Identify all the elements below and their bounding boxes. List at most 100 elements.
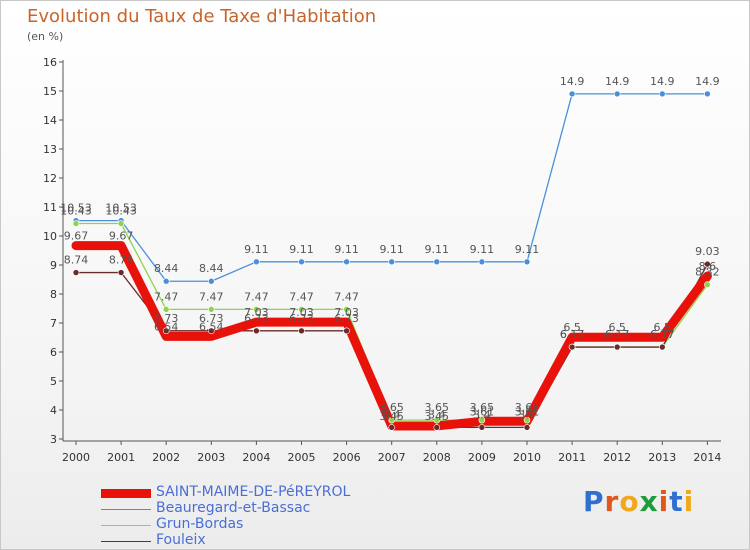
y-tick-label: 8	[50, 288, 57, 301]
y-tick-label: 10	[43, 230, 57, 243]
data-label: 6.17	[650, 328, 675, 341]
data-point	[704, 260, 711, 268]
y-tick-label: 12	[43, 172, 57, 185]
data-point	[117, 269, 125, 276]
data-point	[162, 277, 170, 285]
data-label: 3.45	[425, 410, 450, 423]
data-label: 7.47	[244, 290, 269, 303]
legend-swatch	[101, 489, 151, 498]
data-point	[343, 306, 350, 313]
data-label: 9.11	[244, 243, 269, 256]
data-label: 8.44	[199, 262, 224, 275]
x-tick-label: 2005	[288, 451, 316, 464]
logo-letter: i	[683, 485, 695, 518]
x-tick-label: 2012	[603, 451, 631, 464]
legend-label: Grun-Bordas	[156, 516, 244, 532]
data-label: 6.73	[334, 312, 359, 325]
y-tick-label: 13	[43, 143, 57, 156]
y-tick-label: 16	[43, 56, 57, 69]
data-label: 9.67	[109, 230, 134, 243]
data-label: 3.4	[473, 408, 491, 421]
data-point	[478, 416, 486, 424]
data-label: 7.47	[199, 290, 224, 303]
y-tick-label: 11	[43, 201, 57, 214]
x-tick-label: 2014	[693, 451, 721, 464]
data-point	[72, 269, 80, 276]
data-label: 3.61	[470, 405, 495, 418]
y-tick-label: 3	[50, 433, 57, 446]
data-label: 10.53	[105, 202, 137, 215]
data-point	[613, 90, 621, 98]
data-label: 7.03	[289, 306, 314, 319]
logo-letter: r	[604, 485, 620, 518]
legend-label: SAINT-MAIME-DE-PéREYROL	[156, 484, 351, 500]
data-label: 9.67	[64, 230, 89, 243]
data-point	[478, 424, 486, 431]
x-tick-label: 2013	[648, 451, 676, 464]
data-point	[117, 220, 125, 227]
legend-swatch	[101, 509, 151, 510]
data-label: 10.43	[60, 205, 92, 218]
data-label: 6.5	[563, 321, 581, 334]
data-point	[343, 258, 350, 266]
data-point	[208, 306, 215, 313]
data-point	[704, 90, 711, 98]
logo-letter: x	[639, 485, 659, 518]
data-point	[162, 327, 170, 335]
logo-letter: o	[619, 485, 640, 518]
data-point	[388, 258, 396, 266]
x-tick-label: 2011	[558, 451, 586, 464]
data-point	[658, 90, 666, 98]
chart-subtitle: (en %)	[27, 30, 64, 43]
x-tick-label: 2006	[333, 451, 361, 464]
data-point	[523, 258, 531, 266]
data-label: 6.17	[560, 328, 585, 341]
data-label: 3.65	[470, 401, 495, 414]
legend-label: Fouleix	[156, 532, 206, 548]
logo-letter: i	[658, 485, 670, 518]
y-tick-label: 7	[50, 317, 57, 330]
data-label: 14.9	[560, 75, 585, 88]
y-tick-label: 6	[50, 346, 57, 359]
legend-swatch	[101, 525, 151, 526]
data-label: 9.03	[695, 245, 720, 258]
data-point	[253, 258, 260, 266]
data-point	[433, 424, 441, 431]
data-point	[433, 416, 441, 424]
data-point	[568, 343, 576, 351]
x-tick-label: 2000	[62, 451, 90, 464]
data-point	[433, 258, 441, 266]
logo-letter: t	[669, 485, 684, 518]
data-label: 9.11	[334, 243, 359, 256]
data-label: 3.45	[379, 410, 404, 423]
y-tick-label: 4	[50, 404, 57, 417]
data-label: 8.44	[154, 262, 179, 275]
data-point	[388, 416, 396, 424]
x-tick-label: 2003	[197, 451, 225, 464]
data-label: 6.73	[244, 312, 269, 325]
data-label: 3.4	[428, 408, 446, 421]
data-label: 9.11	[515, 243, 540, 256]
data-label: 3.65	[379, 401, 404, 414]
data-label: 6.54	[154, 320, 179, 333]
data-label: 6.73	[289, 312, 314, 325]
data-label: 8.74	[64, 254, 89, 267]
data-point	[613, 343, 621, 351]
data-point	[162, 306, 170, 313]
data-label: 3.61	[515, 405, 540, 418]
data-point	[478, 258, 486, 266]
chart-title: Evolution du Taux de Taxe d'Habitation	[27, 6, 377, 27]
data-label: 6.73	[154, 312, 179, 325]
data-point	[208, 277, 215, 285]
x-tick-label: 2009	[468, 451, 496, 464]
legend-label: Beauregard-et-Bassac	[156, 500, 311, 516]
data-label: 9.11	[470, 243, 495, 256]
data-label: 3.65	[425, 401, 450, 414]
data-label: 7.47	[289, 290, 314, 303]
data-point	[298, 258, 305, 266]
x-tick-label: 2007	[378, 451, 406, 464]
data-label: 7.47	[334, 290, 359, 303]
data-label: 6.17	[560, 328, 585, 341]
